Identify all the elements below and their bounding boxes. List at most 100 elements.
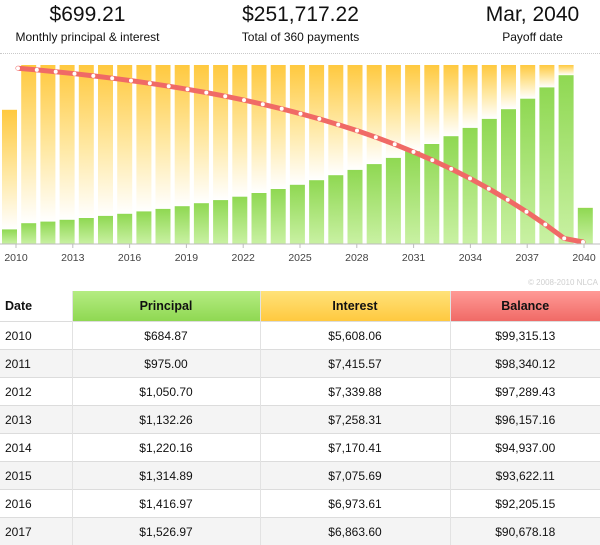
interest-bar — [117, 65, 132, 214]
interest-bar — [232, 65, 247, 197]
bar-group — [2, 65, 593, 244]
interest-bar — [21, 65, 36, 223]
table-row: 2011$975.00$7,415.57$98,340.12 — [0, 350, 600, 378]
cell-balance: $90,678.18 — [450, 518, 600, 545]
cell-principal: $1,314.89 — [72, 462, 260, 490]
monthly-payment-value: $699.21 — [0, 2, 175, 28]
principal-bar — [463, 128, 478, 244]
header-date[interactable]: Date — [0, 291, 72, 322]
balance-point — [186, 87, 190, 91]
table-header-row: Date Principal Interest Balance — [0, 291, 600, 322]
principal-bar — [271, 189, 286, 244]
interest-bar — [271, 65, 286, 189]
cell-interest: $6,973.61 — [260, 490, 450, 518]
balance-point — [543, 223, 547, 227]
principal-bar — [21, 223, 36, 244]
principal-bar — [98, 216, 113, 244]
balance-point — [148, 81, 152, 85]
interest-bar — [136, 65, 151, 211]
principal-bar — [232, 197, 247, 244]
x-tick-label: 2031 — [402, 252, 426, 264]
interest-bar — [463, 65, 478, 128]
payoff-date-stat: Mar, 2040 Payoff date — [460, 0, 600, 44]
principal-bar — [290, 185, 305, 244]
total-payments-stat: $251,717.22 Total of 360 payments — [213, 0, 388, 44]
principal-bar — [175, 206, 190, 244]
interest-bar — [252, 65, 267, 193]
balance-point — [129, 79, 133, 83]
interest-bar — [60, 65, 75, 220]
balance-point — [562, 236, 566, 240]
interest-bar — [40, 65, 55, 222]
cell-interest: $7,170.41 — [260, 434, 450, 462]
balance-point — [110, 76, 114, 80]
cell-principal: $1,132.26 — [72, 406, 260, 434]
cell-balance: $92,205.15 — [450, 490, 600, 518]
cell-balance: $98,340.12 — [450, 350, 600, 378]
table-row: 2013$1,132.26$7,258.31$96,157.16 — [0, 406, 600, 434]
table-row: 2012$1,050.70$7,339.88$97,289.43 — [0, 378, 600, 406]
cell-interest: $7,339.88 — [260, 378, 450, 406]
summary-divider — [0, 53, 600, 54]
cell-date: 2013 — [0, 406, 72, 434]
interest-bar — [482, 65, 497, 119]
table-row: 2017$1,526.97$6,863.60$90,678.18 — [0, 518, 600, 545]
interest-bar — [405, 65, 420, 151]
interest-bar — [348, 65, 363, 170]
principal-bar — [482, 119, 497, 244]
balance-point — [223, 94, 227, 98]
interest-bar — [539, 65, 554, 87]
x-tick-label: 2022 — [232, 252, 256, 264]
principal-bar — [194, 203, 209, 244]
cell-interest: $6,863.60 — [260, 518, 450, 545]
cell-date: 2015 — [0, 462, 72, 490]
interest-bar — [367, 65, 382, 164]
balance-point — [54, 70, 58, 74]
principal-bar — [520, 99, 535, 244]
x-tick-label: 2040 — [572, 252, 596, 264]
table-row: 2014$1,220.16$7,170.41$94,937.00 — [0, 434, 600, 462]
principal-bar — [40, 222, 55, 244]
header-balance[interactable]: Balance — [450, 291, 600, 322]
x-tick-label: 2037 — [516, 252, 540, 264]
cell-interest: $7,075.69 — [260, 462, 450, 490]
principal-bar — [328, 175, 343, 244]
cell-balance: $93,622.11 — [450, 462, 600, 490]
monthly-payment-label: Monthly principal & interest — [0, 30, 175, 44]
interest-bar — [559, 65, 574, 75]
schedule-table-wrap: Date Principal Interest Balance 2010$684… — [0, 291, 600, 545]
table-row: 2010$684.87$5,608.06$99,315.13 — [0, 322, 600, 350]
interest-bar — [98, 65, 113, 216]
principal-bar — [60, 220, 75, 244]
interest-bar — [424, 65, 439, 144]
total-payments-value: $251,717.22 — [213, 2, 388, 28]
header-interest[interactable]: Interest — [260, 291, 450, 322]
watermark: © 2008-2010 NLCA — [528, 278, 599, 287]
balance-point — [336, 123, 340, 127]
total-payments-label: Total of 360 payments — [213, 30, 388, 44]
payoff-date-label: Payoff date — [460, 30, 600, 44]
x-tick-label: 2028 — [345, 252, 369, 264]
principal-bar — [386, 158, 401, 244]
balance-point — [430, 158, 434, 162]
x-tick-label: 2034 — [459, 252, 483, 264]
balance-point — [449, 167, 453, 171]
balance-point — [393, 142, 397, 146]
balance-point — [73, 72, 77, 76]
cell-principal: $1,526.97 — [72, 518, 260, 545]
cell-principal: $684.87 — [72, 322, 260, 350]
interest-bar — [213, 65, 228, 200]
interest-bar — [194, 65, 209, 203]
x-tick-label: 2019 — [175, 252, 199, 264]
principal-bar — [117, 214, 132, 244]
principal-bar — [309, 180, 324, 244]
cell-principal: $975.00 — [72, 350, 260, 378]
principal-bar — [136, 211, 151, 244]
balance-point — [506, 198, 510, 202]
principal-bar — [156, 209, 171, 244]
balance-point — [581, 240, 585, 244]
header-principal[interactable]: Principal — [72, 291, 260, 322]
